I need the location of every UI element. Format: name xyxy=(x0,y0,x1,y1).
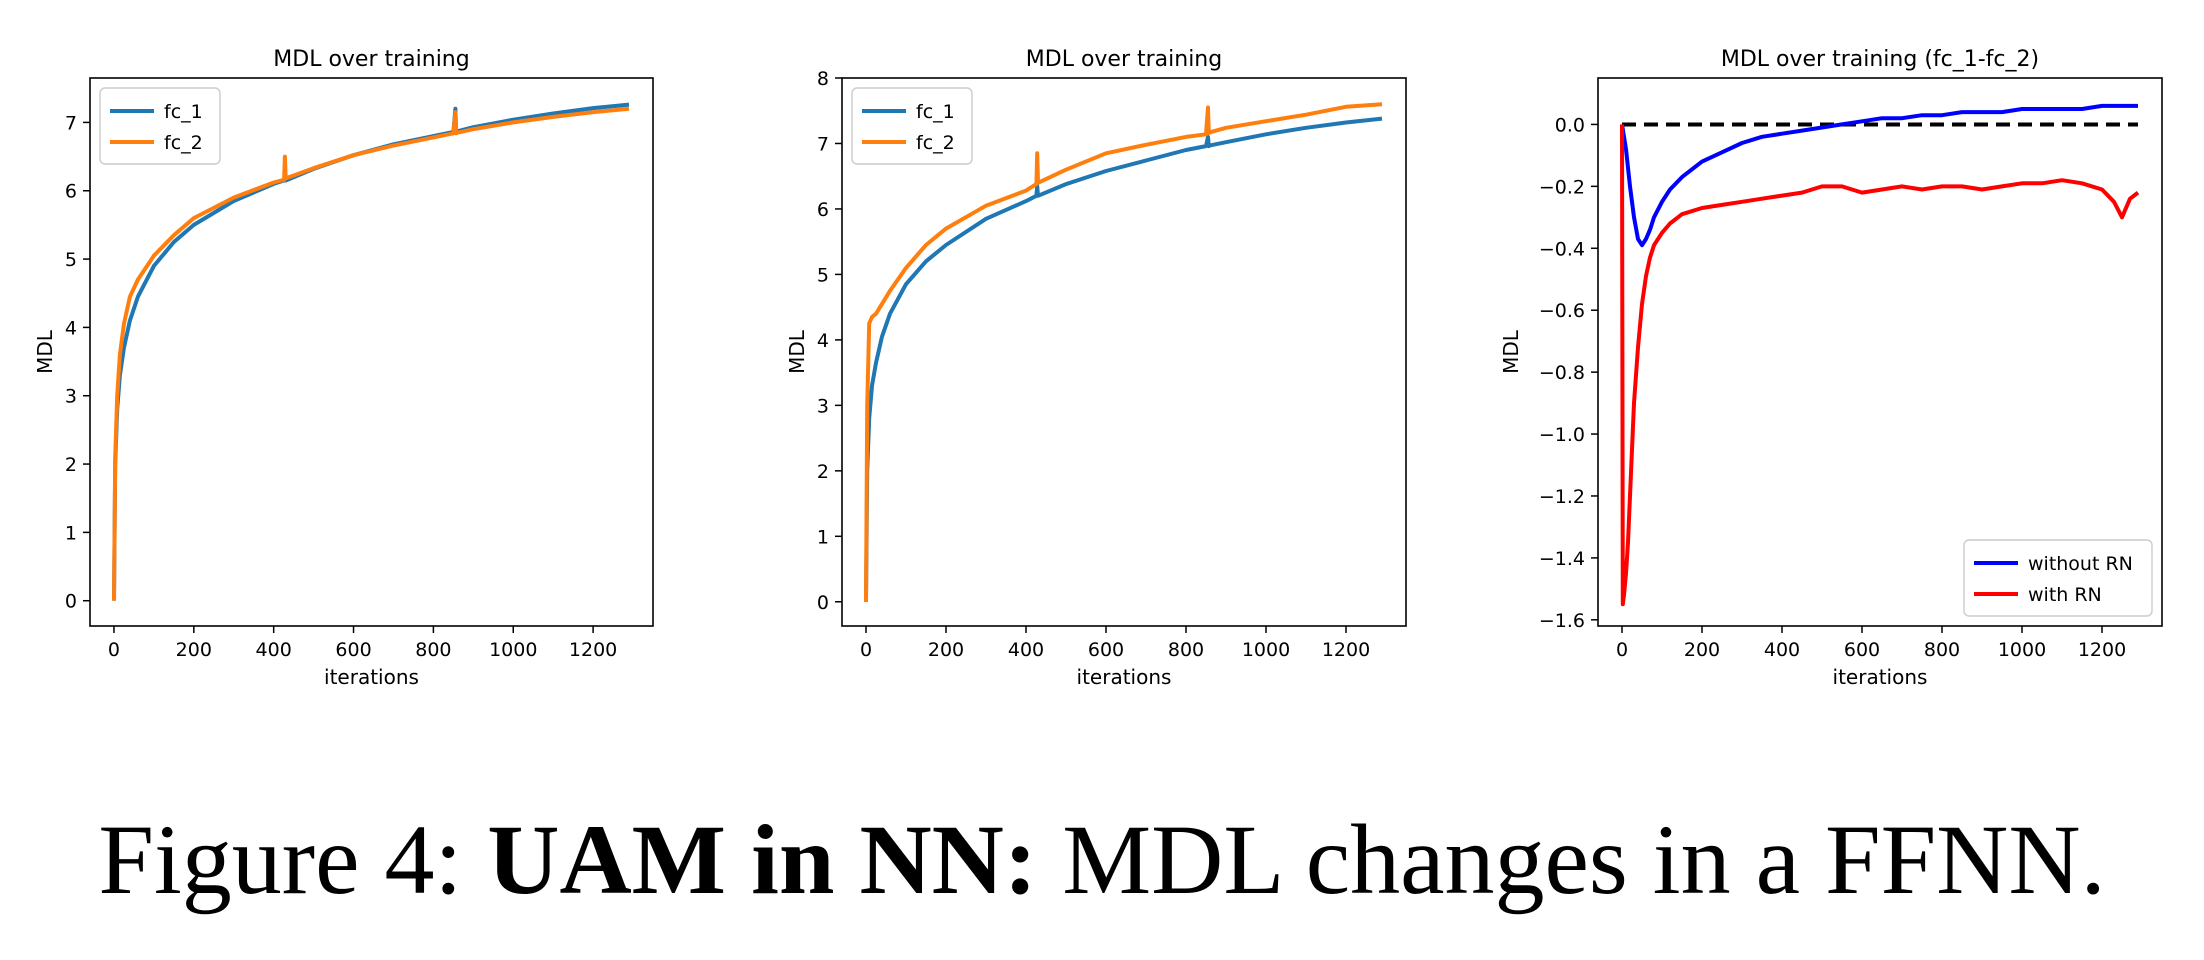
legend-label: fc_2 xyxy=(916,132,955,154)
y-tick-label: −0.2 xyxy=(1539,176,1585,198)
x-tick-label: 800 xyxy=(1924,639,1960,661)
legend-label: fc_1 xyxy=(916,101,955,123)
y-tick-label: −1.6 xyxy=(1539,610,1585,632)
chart-2: MDL over training 0 200 400 600 800 1000 1200 it… xyxy=(785,47,1407,689)
x-tick-label: 600 xyxy=(335,639,371,661)
series-line-fc_2 xyxy=(112,106,630,601)
x-tick-label: 600 xyxy=(1844,639,1880,661)
y-axis-label: MDL xyxy=(1499,329,1523,374)
x-tick-label: 800 xyxy=(1168,639,1204,661)
x-tick-label: 200 xyxy=(928,639,964,661)
y-tick-label: 2 xyxy=(817,461,829,483)
series-line-without-RN xyxy=(1620,103,2138,248)
plot-frame xyxy=(841,77,1407,627)
chart-1: MDL over training 0 200 400 600 800 1000 1200 it… xyxy=(33,47,654,689)
chart-title: MDL over training xyxy=(1026,47,1222,72)
y-tick-label: −1.4 xyxy=(1539,548,1585,570)
caption-bold: UAM in NN: xyxy=(487,804,1038,915)
chart-3: MDL over training (fc_1-fc_2) 0 200 400 600 8… xyxy=(1499,47,2163,689)
x-tick-label: 1200 xyxy=(2078,639,2126,661)
y-tick-label: 0.0 xyxy=(1555,114,1585,136)
x-tick-label: 400 xyxy=(256,639,292,661)
y-tick-label: 5 xyxy=(65,249,77,271)
y-tick-label: 4 xyxy=(817,330,829,352)
y-tick-label: −0.6 xyxy=(1539,300,1585,322)
x-tick-label: 200 xyxy=(176,639,212,661)
x-tick-label: 0 xyxy=(108,639,120,661)
x-tick-label: 600 xyxy=(1088,639,1124,661)
series-line-fc_1 xyxy=(112,102,630,601)
x-tick-label: 1200 xyxy=(569,639,617,661)
legend-box xyxy=(851,87,973,165)
y-axis-label: MDL xyxy=(33,329,57,374)
legend: without RN with RN xyxy=(1963,539,2153,617)
y-tick-label: 8 xyxy=(817,68,829,90)
legend-box xyxy=(1963,539,2153,617)
y-tick-label: 3 xyxy=(65,386,77,408)
plot-frame xyxy=(1597,77,2163,627)
figure-caption: Figure 4: UAM in NN: MDL changes in a FF… xyxy=(0,810,2204,910)
chart-title: MDL over training xyxy=(273,47,469,72)
series-line-fc_2 xyxy=(864,102,1383,602)
x-tick-label: 400 xyxy=(1008,639,1044,661)
legend-label: fc_2 xyxy=(164,132,203,154)
y-tick-label: 1 xyxy=(65,522,77,544)
x-axis-label: iterations xyxy=(1833,665,1928,689)
y-tick-label: 6 xyxy=(65,181,77,203)
x-axis-label: iterations xyxy=(324,665,419,689)
legend: fc_1 fc_2 xyxy=(851,87,973,165)
legend-label: with RN xyxy=(2028,584,2102,606)
x-tick-label: 0 xyxy=(860,639,872,661)
y-tick-label: −1.0 xyxy=(1539,424,1585,446)
y-tick-label: 4 xyxy=(65,317,77,339)
series-line-with-RN xyxy=(1620,124,2140,607)
y-axis-label: MDL xyxy=(785,329,809,374)
x-tick-label: 800 xyxy=(415,639,451,661)
y-tick-label: 6 xyxy=(817,199,829,221)
y-tick-label: 7 xyxy=(817,133,829,155)
x-tick-label: 400 xyxy=(1764,639,1800,661)
x-tick-label: 1000 xyxy=(1242,639,1290,661)
x-tick-label: 1200 xyxy=(1322,639,1370,661)
legend: fc_1 fc_2 xyxy=(99,87,221,165)
y-tick-label: −0.8 xyxy=(1539,362,1585,384)
y-tick-label: −0.4 xyxy=(1539,238,1585,260)
x-tick-label: 0 xyxy=(1616,639,1628,661)
x-tick-label: 200 xyxy=(1684,639,1720,661)
y-tick-label: 5 xyxy=(817,264,829,286)
x-tick-label: 1000 xyxy=(489,639,537,661)
caption-prefix: Figure 4: xyxy=(98,804,488,915)
y-tick-label: 1 xyxy=(817,526,829,548)
legend-label: without RN xyxy=(2028,553,2133,575)
plot-frame xyxy=(89,77,654,627)
y-tick-label: 0 xyxy=(65,591,77,613)
chart-title: MDL over training (fc_1-fc_2) xyxy=(1721,47,2039,72)
y-tick-label: 7 xyxy=(65,112,77,134)
y-tick-label: 0 xyxy=(817,592,829,614)
legend-box xyxy=(99,87,221,165)
y-tick-label: 2 xyxy=(65,454,77,476)
legend-label: fc_1 xyxy=(164,101,203,123)
caption-rest: MDL changes in a FFNN. xyxy=(1037,804,2106,915)
series-line-fc_1 xyxy=(864,116,1383,602)
y-tick-label: −1.2 xyxy=(1539,486,1585,508)
x-tick-label: 1000 xyxy=(1998,639,2046,661)
y-tick-label: 3 xyxy=(817,395,829,417)
x-axis-label: iterations xyxy=(1077,665,1172,689)
